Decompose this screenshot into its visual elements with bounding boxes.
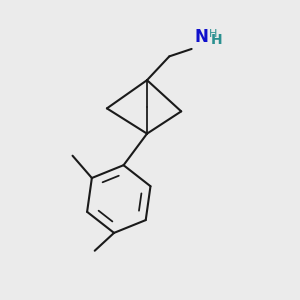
Text: N: N bbox=[195, 28, 208, 46]
Text: H: H bbox=[210, 34, 222, 47]
Text: H: H bbox=[209, 28, 217, 38]
